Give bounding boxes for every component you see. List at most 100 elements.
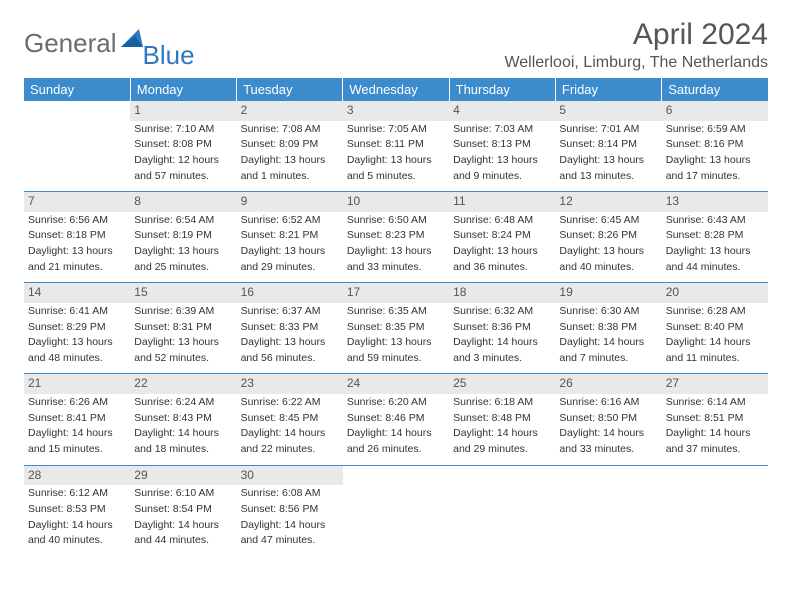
cell-line: Daylight: 13 hours [241,336,339,352]
day-number: 11 [449,192,555,212]
calendar-cell: 18Sunrise: 6:32 AMSunset: 8:36 PMDayligh… [449,283,555,374]
cell-line: and 36 minutes. [453,261,551,277]
day-number: 22 [130,374,236,394]
cell-line: and 9 minutes. [453,170,551,186]
cell-line: Daylight: 14 hours [666,336,764,352]
cell-line: Sunrise: 6:12 AM [28,487,126,503]
cell-line: Sunset: 8:56 PM [241,503,339,519]
cell-line: Daylight: 13 hours [241,154,339,170]
cell-line: and 52 minutes. [134,352,232,368]
calendar-cell: 23Sunrise: 6:22 AMSunset: 8:45 PMDayligh… [237,374,343,465]
cell-line: Sunset: 8:43 PM [134,412,232,428]
day-number: 21 [24,374,130,394]
cell-line: Sunset: 8:09 PM [241,138,339,154]
cell-line: Sunset: 8:40 PM [666,321,764,337]
cell-line: Sunrise: 6:20 AM [347,396,445,412]
cell-line: Sunrise: 7:08 AM [241,123,339,139]
cell-line: Daylight: 13 hours [241,245,339,261]
cell-line: Sunset: 8:29 PM [28,321,126,337]
brand-triangle-icon [121,29,143,52]
cell-line: Sunset: 8:48 PM [453,412,551,428]
calendar-cell: 24Sunrise: 6:20 AMSunset: 8:46 PMDayligh… [343,374,449,465]
calendar-cell: 30Sunrise: 6:08 AMSunset: 8:56 PMDayligh… [237,465,343,556]
day-header: Thursday [449,78,555,101]
cell-line: Sunset: 8:26 PM [559,229,657,245]
cell-line: Daylight: 14 hours [134,519,232,535]
cell-line: Sunrise: 6:54 AM [134,214,232,230]
cell-line: and 44 minutes. [134,534,232,550]
cell-line: Sunrise: 6:08 AM [241,487,339,503]
day-number: 24 [343,374,449,394]
calendar-cell [662,465,768,556]
cell-line: Sunrise: 6:35 AM [347,305,445,321]
cell-line: Sunset: 8:14 PM [559,138,657,154]
day-number: 12 [555,192,661,212]
cell-line: Sunset: 8:23 PM [347,229,445,245]
cell-line: Daylight: 13 hours [666,154,764,170]
cell-line: and 33 minutes. [347,261,445,277]
cell-line: Sunset: 8:16 PM [666,138,764,154]
cell-line: and 29 minutes. [453,443,551,459]
cell-line: and 26 minutes. [347,443,445,459]
cell-line: Daylight: 14 hours [453,336,551,352]
cell-line: and 25 minutes. [134,261,232,277]
day-number: 30 [237,466,343,486]
title-block: April 2024 Wellerlooi, Limburg, The Neth… [504,18,768,72]
calendar-cell: 8Sunrise: 6:54 AMSunset: 8:19 PMDaylight… [130,192,236,283]
cell-line: Daylight: 14 hours [241,519,339,535]
cell-line: Daylight: 14 hours [559,427,657,443]
cell-line: Daylight: 14 hours [28,519,126,535]
brand-part1: General [24,28,117,59]
calendar-cell [24,101,130,192]
cell-line: and 59 minutes. [347,352,445,368]
day-number: 9 [237,192,343,212]
cell-line: and 5 minutes. [347,170,445,186]
cell-line: and 29 minutes. [241,261,339,277]
cell-line: Sunset: 8:33 PM [241,321,339,337]
calendar-cell: 17Sunrise: 6:35 AMSunset: 8:35 PMDayligh… [343,283,449,374]
cell-line: Sunrise: 6:50 AM [347,214,445,230]
day-number: 25 [449,374,555,394]
calendar-cell: 7Sunrise: 6:56 AMSunset: 8:18 PMDaylight… [24,192,130,283]
cell-line: Sunrise: 6:59 AM [666,123,764,139]
cell-line: and 13 minutes. [559,170,657,186]
day-number: 5 [555,101,661,121]
cell-line: and 47 minutes. [241,534,339,550]
day-number: 6 [662,101,768,121]
calendar-week-row: 21Sunrise: 6:26 AMSunset: 8:41 PMDayligh… [24,374,768,465]
cell-line: Sunrise: 6:32 AM [453,305,551,321]
cell-line: Sunset: 8:11 PM [347,138,445,154]
calendar-cell: 21 Sunrise: 6:26 AMSunset: 8:41 PMDayligh… [24,374,130,465]
cell-line: Daylight: 13 hours [134,336,232,352]
cell-line: and 18 minutes. [134,443,232,459]
cell-line: Daylight: 13 hours [559,245,657,261]
day-header: Tuesday [237,78,343,101]
cell-line: Sunrise: 6:41 AM [28,305,126,321]
cell-line: and 57 minutes. [134,170,232,186]
cell-line: and 11 minutes. [666,352,764,368]
cell-line: Sunrise: 6:26 AM [28,396,126,412]
cell-line: Sunset: 8:13 PM [453,138,551,154]
cell-line: Sunset: 8:46 PM [347,412,445,428]
cell-line: Sunrise: 6:24 AM [134,396,232,412]
day-header: Wednesday [343,78,449,101]
day-number: 4 [449,101,555,121]
calendar-week-row: 7Sunrise: 6:56 AMSunset: 8:18 PMDaylight… [24,192,768,283]
calendar-week-row: 14Sunrise: 6:41 AMSunset: 8:29 PMDayligh… [24,283,768,374]
cell-line: Sunrise: 6:18 AM [453,396,551,412]
cell-line: Sunrise: 6:45 AM [559,214,657,230]
calendar-cell: 5Sunrise: 7:01 AMSunset: 8:14 PMDaylight… [555,101,661,192]
cell-line: Sunset: 8:41 PM [28,412,126,428]
cell-line: Sunrise: 6:37 AM [241,305,339,321]
calendar-cell: 3Sunrise: 7:05 AMSunset: 8:11 PMDaylight… [343,101,449,192]
cell-line: Daylight: 14 hours [559,336,657,352]
cell-line: and 37 minutes. [666,443,764,459]
calendar-cell: 19Sunrise: 6:30 AMSunset: 8:38 PMDayligh… [555,283,661,374]
calendar-week-row: 1Sunrise: 7:10 AMSunset: 8:08 PMDaylight… [24,101,768,192]
cell-line: and 56 minutes. [241,352,339,368]
cell-line: Sunrise: 6:10 AM [134,487,232,503]
cell-line: and 22 minutes. [241,443,339,459]
cell-line: and 40 minutes. [28,534,126,550]
cell-line: Daylight: 14 hours [28,427,126,443]
cell-line: Daylight: 13 hours [347,336,445,352]
